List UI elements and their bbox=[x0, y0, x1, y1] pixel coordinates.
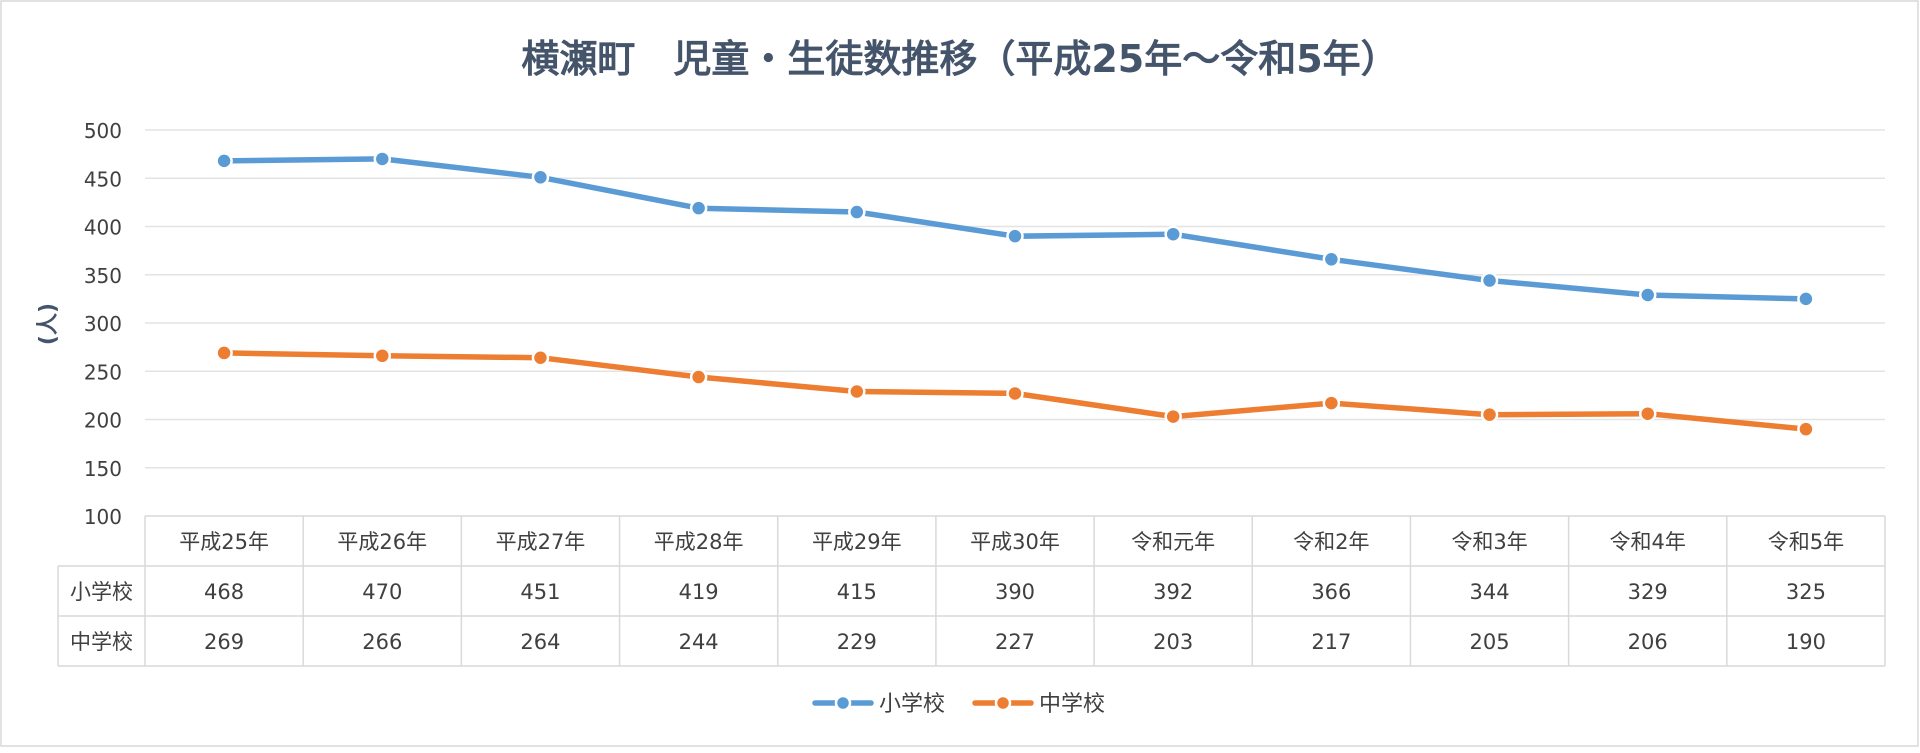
data-point bbox=[848, 382, 866, 401]
data-point bbox=[1797, 290, 1815, 308]
x-category-label: 平成26年 bbox=[337, 530, 427, 554]
data-point bbox=[1638, 404, 1657, 423]
y-tick-label: 300 bbox=[84, 312, 122, 336]
y-tick-label: 500 bbox=[84, 119, 122, 143]
table-value: 203 bbox=[1153, 630, 1193, 654]
table-value: 190 bbox=[1786, 630, 1826, 654]
data-point bbox=[689, 368, 708, 386]
table-value: 451 bbox=[520, 580, 560, 604]
table-value: 229 bbox=[837, 630, 877, 654]
y-tick-label: 450 bbox=[84, 167, 122, 191]
table-value: 470 bbox=[362, 580, 402, 604]
y-axis-ticks: 100 150 200 250 300 350 400 450 500 bbox=[84, 119, 122, 529]
data-point bbox=[689, 199, 708, 217]
y-tick-label: 250 bbox=[84, 360, 122, 384]
data-table: 平成25年 平成26年 平成27年 平成28年 平成29年 平成30年 令和元年 令和2年 令和… bbox=[57, 515, 1886, 667]
table-value: 344 bbox=[1469, 580, 1509, 604]
x-category-label: 平成28年 bbox=[654, 530, 744, 554]
y-tick-label: 150 bbox=[84, 457, 122, 481]
table-value: 227 bbox=[995, 630, 1035, 654]
y-tick-label: 100 bbox=[84, 505, 122, 529]
table-value: 266 bbox=[362, 630, 402, 654]
x-category-label: 令和3年 bbox=[1451, 530, 1527, 554]
data-point bbox=[215, 344, 233, 362]
y-tick-label: 200 bbox=[84, 409, 122, 433]
data-point bbox=[848, 203, 866, 221]
data-point bbox=[1797, 420, 1815, 438]
data-point bbox=[215, 152, 233, 170]
table-series-label: 中学校 bbox=[70, 630, 133, 654]
data-point bbox=[1322, 250, 1341, 269]
data-point bbox=[1006, 384, 1024, 403]
legend-label: 小学校 bbox=[879, 692, 945, 717]
table-value: 206 bbox=[1628, 630, 1668, 654]
y-tick-label: 400 bbox=[84, 216, 122, 240]
series-layer bbox=[215, 150, 1815, 438]
data-point bbox=[373, 347, 392, 365]
x-category-label: 令和5年 bbox=[1768, 530, 1844, 554]
data-point bbox=[1480, 271, 1499, 290]
x-category-label: 平成29年 bbox=[812, 530, 902, 554]
legend-marker bbox=[834, 694, 852, 712]
table-value: 264 bbox=[520, 630, 560, 654]
data-point bbox=[1164, 407, 1182, 426]
table-value: 415 bbox=[837, 580, 877, 604]
table-value: 392 bbox=[1153, 580, 1193, 604]
table-value: 244 bbox=[679, 630, 719, 654]
table-value: 205 bbox=[1469, 630, 1509, 654]
data-point bbox=[1006, 227, 1024, 245]
legend: 小学校 中学校 bbox=[812, 692, 1105, 717]
table-value: 325 bbox=[1786, 580, 1826, 604]
x-category-label: 令和4年 bbox=[1610, 530, 1686, 554]
x-category-label: 平成30年 bbox=[970, 530, 1060, 554]
data-point bbox=[1480, 405, 1499, 424]
data-point bbox=[373, 150, 392, 168]
table-series-label: 小学校 bbox=[70, 580, 133, 604]
x-category-label: 令和元年 bbox=[1131, 530, 1215, 554]
data-point bbox=[1322, 394, 1341, 412]
data-point bbox=[1638, 286, 1657, 304]
legend-marker bbox=[994, 694, 1012, 712]
data-point bbox=[1164, 225, 1182, 243]
table-value: 468 bbox=[204, 580, 244, 604]
chart-title: 横瀬町 児童・生徒数推移（平成25年～令和5年） bbox=[521, 37, 1398, 81]
legend-label: 中学校 bbox=[1039, 692, 1105, 717]
table-value: 217 bbox=[1311, 630, 1351, 654]
table-value: 269 bbox=[204, 630, 244, 654]
y-axis-label: (人) bbox=[36, 303, 61, 345]
table-value: 419 bbox=[679, 580, 719, 604]
table-value: 366 bbox=[1311, 580, 1351, 604]
x-category-label: 平成27年 bbox=[496, 530, 586, 554]
y-tick-label: 350 bbox=[84, 264, 122, 288]
gridlines bbox=[145, 129, 1885, 469]
table-value: 390 bbox=[995, 580, 1035, 604]
x-category-label: 平成25年 bbox=[179, 530, 269, 554]
x-category-label: 令和2年 bbox=[1293, 530, 1369, 554]
data-point bbox=[531, 348, 550, 367]
data-point bbox=[531, 168, 550, 187]
table-value: 329 bbox=[1628, 580, 1668, 604]
